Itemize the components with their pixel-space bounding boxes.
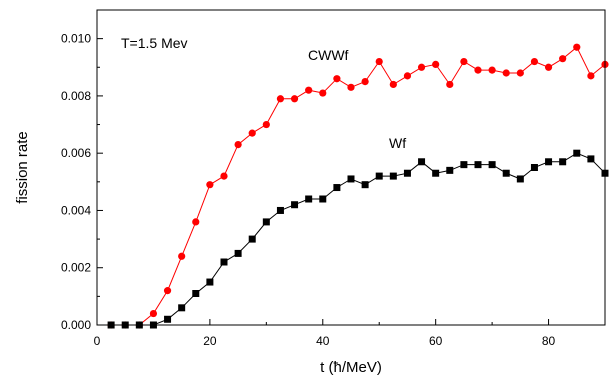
data-point-wf bbox=[333, 184, 341, 192]
data-point-cwwf bbox=[163, 287, 172, 295]
x-tick-label: 80 bbox=[542, 334, 556, 348]
data-point-cwwf bbox=[460, 57, 468, 66]
data-point-wf bbox=[234, 249, 242, 257]
data-point-cwwf bbox=[248, 129, 256, 137]
data-point-wf bbox=[418, 158, 426, 166]
data-point-wf bbox=[530, 164, 538, 171]
data-point-wf bbox=[559, 158, 567, 166]
x-axis-title: t (ħ/MeV) bbox=[320, 359, 382, 376]
data-point-cwwf bbox=[446, 80, 454, 89]
data-point-wf bbox=[545, 158, 553, 166]
y-axis-ticks: 0.000 0.002 0.004 0.006 0.008 0.010 bbox=[61, 9, 103, 332]
data-point-wf bbox=[220, 258, 228, 266]
temperature-annotation: T=1.5 Mev bbox=[121, 35, 188, 51]
data-point-wf bbox=[291, 201, 299, 209]
data-point-cwwf bbox=[206, 181, 214, 189]
data-point-wf bbox=[432, 169, 440, 177]
x-tick-label: 20 bbox=[203, 334, 217, 348]
data-point-wf bbox=[305, 195, 313, 203]
data-point-cwwf bbox=[234, 140, 242, 149]
data-point-cwwf bbox=[417, 63, 426, 71]
data-point-cwwf bbox=[403, 72, 412, 80]
series-line-wf bbox=[111, 152, 606, 326]
data-point-wf bbox=[206, 278, 214, 286]
data-point-cwwf bbox=[516, 69, 524, 77]
plot-frame bbox=[96, 9, 606, 326]
series-label-wf: Wf bbox=[389, 135, 406, 151]
data-point-cwwf bbox=[290, 95, 299, 103]
data-point-wf bbox=[192, 290, 200, 297]
data-point-cwwf bbox=[375, 57, 383, 66]
data-point-cwwf bbox=[276, 95, 285, 103]
data-point-cwwf bbox=[544, 63, 553, 71]
data-point-wf bbox=[587, 155, 595, 163]
series-line-cwwf bbox=[111, 46, 606, 326]
data-point-cwwf bbox=[389, 80, 397, 89]
x-tick-label: 0 bbox=[94, 334, 101, 348]
data-point-wf bbox=[276, 206, 284, 214]
data-point-cwwf bbox=[361, 77, 369, 86]
data-point-cwwf bbox=[488, 66, 496, 74]
data-point-cwwf bbox=[474, 66, 482, 74]
data-point-cwwf bbox=[432, 60, 440, 69]
data-point-wf bbox=[460, 161, 468, 169]
data-point-cwwf bbox=[333, 75, 341, 83]
y-tick-label: 0.010 bbox=[61, 32, 91, 46]
data-point-cwwf bbox=[149, 309, 158, 318]
data-point-wf bbox=[502, 169, 510, 177]
data-point-wf bbox=[403, 169, 411, 177]
data-point-wf bbox=[446, 166, 454, 174]
data-point-wf bbox=[262, 218, 270, 226]
data-point-cwwf bbox=[347, 83, 355, 91]
data-point-cwwf bbox=[178, 252, 186, 260]
data-point-cwwf bbox=[573, 43, 581, 51]
data-point-cwwf bbox=[530, 57, 539, 66]
data-point-cwwf bbox=[587, 72, 595, 80]
data-point-wf bbox=[347, 175, 355, 183]
x-tick-label: 40 bbox=[316, 334, 330, 348]
data-point-wf bbox=[516, 175, 524, 183]
data-point-wf bbox=[248, 235, 256, 243]
data-point-wf bbox=[361, 181, 369, 189]
data-point-wf bbox=[488, 161, 496, 169]
data-point-cwwf bbox=[305, 86, 313, 94]
data-point-cwwf bbox=[220, 172, 228, 180]
data-point-cwwf bbox=[502, 69, 510, 77]
y-axis-title: fission rate bbox=[14, 131, 31, 204]
plot-lines bbox=[111, 46, 606, 326]
y-tick-label: 0.002 bbox=[61, 261, 91, 275]
data-point-cwwf bbox=[559, 55, 567, 63]
data-point-cwwf bbox=[192, 218, 200, 226]
data-point-cwwf bbox=[262, 120, 270, 129]
data-point-cwwf bbox=[319, 89, 327, 97]
series-label-cwwf: CWWf bbox=[308, 47, 349, 63]
data-point-wf bbox=[474, 161, 482, 169]
data-point-wf bbox=[389, 172, 397, 180]
data-point-wf bbox=[573, 149, 581, 157]
data-point-wf bbox=[319, 195, 327, 203]
plot-markers bbox=[107, 43, 609, 329]
y-tick-label: 0.006 bbox=[61, 146, 91, 160]
data-point-wf bbox=[178, 304, 186, 312]
y-tick-label: 0.000 bbox=[61, 318, 91, 332]
x-tick-label: 60 bbox=[429, 334, 443, 348]
x-axis-ticks: 0 20 40 60 80 bbox=[94, 319, 606, 348]
y-tick-label: 0.004 bbox=[61, 203, 91, 217]
data-point-wf bbox=[164, 315, 172, 323]
y-tick-label: 0.008 bbox=[61, 89, 91, 103]
data-point-wf bbox=[375, 172, 383, 180]
